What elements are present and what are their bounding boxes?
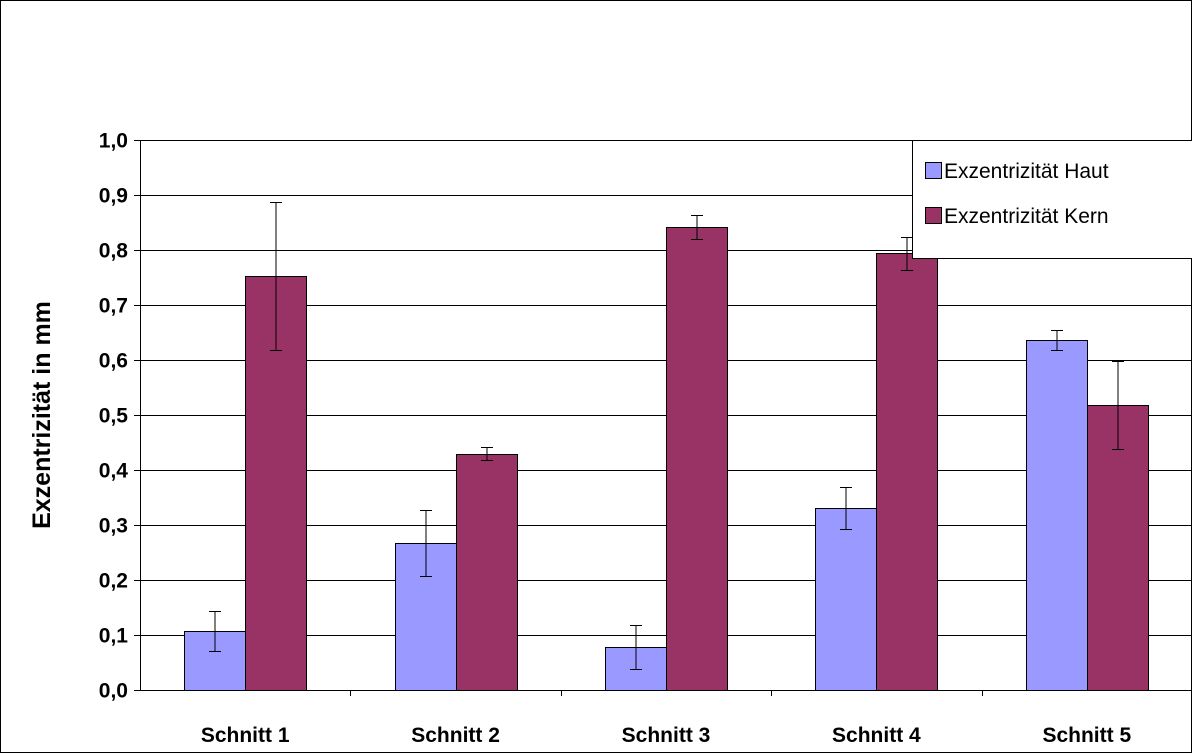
x-tick-label: Schnitt 5 bbox=[1042, 724, 1131, 747]
legend-swatch bbox=[925, 207, 942, 224]
bar bbox=[876, 253, 938, 691]
x-tick-label: Schnitt 3 bbox=[622, 724, 711, 747]
y-tick-label: 0,3 bbox=[99, 515, 128, 538]
x-tick-label: Schnitt 2 bbox=[411, 724, 500, 747]
legend-label: Exzentrizität Haut bbox=[944, 160, 1109, 183]
legend-box bbox=[912, 140, 1192, 259]
y-tick-label: 0,0 bbox=[99, 680, 128, 703]
y-tick-label: 0,2 bbox=[99, 570, 128, 593]
bar bbox=[456, 454, 518, 691]
y-tick-label: 1,0 bbox=[99, 130, 128, 153]
y-tick-label: 0,8 bbox=[99, 240, 129, 263]
bar bbox=[1026, 340, 1088, 691]
y-tick-label: 0,1 bbox=[99, 625, 129, 648]
legend-label: Exzentrizität Kern bbox=[944, 205, 1109, 228]
y-tick-label: 0,5 bbox=[99, 405, 129, 428]
legend-swatch bbox=[925, 162, 942, 179]
y-tick-label: 0,7 bbox=[99, 295, 128, 318]
bar bbox=[1087, 405, 1149, 691]
y-tick-label: 0,4 bbox=[99, 460, 129, 483]
y-tick-label: 0,9 bbox=[99, 185, 128, 208]
bar bbox=[666, 227, 728, 691]
y-tick-label: 0,6 bbox=[99, 350, 128, 373]
bar bbox=[815, 508, 877, 691]
x-tick-label: Schnitt 1 bbox=[201, 724, 290, 747]
x-tick-label: Schnitt 4 bbox=[832, 724, 921, 747]
y-axis-title: Exzentrizität in mm bbox=[28, 301, 56, 529]
